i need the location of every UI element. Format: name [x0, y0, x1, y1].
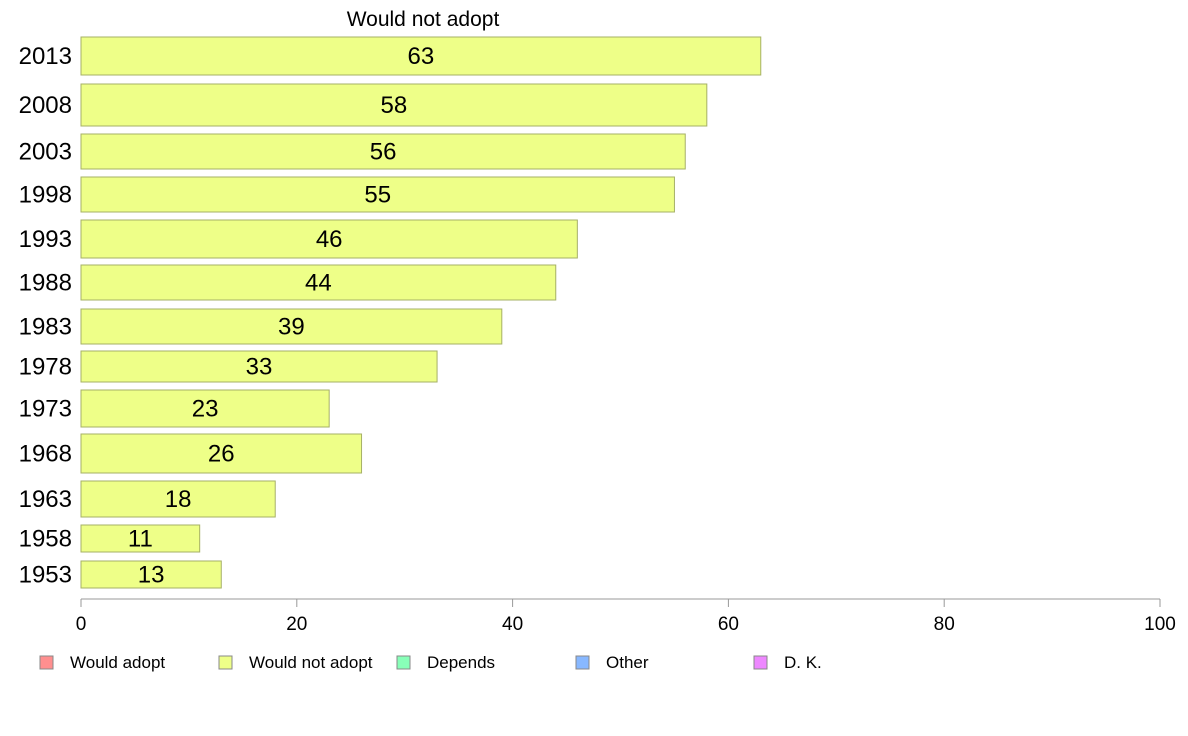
x-tick-label-40: 40 [502, 614, 523, 635]
category-label-1968: 1968 [19, 441, 72, 468]
bar-value-label-1983: 39 [278, 314, 305, 341]
bar-1998 [80, 176, 675, 213]
bar-value-label-2008: 58 [381, 92, 408, 119]
bar-value-label-1998: 55 [364, 182, 391, 209]
category-label-1953: 1953 [19, 562, 72, 589]
x-axis: 0 20 40 60 80 100 [76, 598, 1176, 635]
x-tick-label-100: 100 [1144, 614, 1176, 635]
bar-1953 [80, 560, 222, 589]
category-label-2013: 2013 [19, 43, 72, 70]
legend-swatch-3 [575, 655, 590, 670]
bar-2013 [80, 36, 762, 76]
category-label-1983: 1983 [19, 314, 72, 341]
category-label-2008: 2008 [19, 92, 72, 119]
category-label-1963: 1963 [19, 486, 72, 513]
bar-1988 [80, 264, 557, 301]
bar-value-label-1953: 13 [138, 562, 165, 589]
bar-2003 [80, 133, 686, 170]
bar-value-label-1958: 11 [128, 526, 153, 553]
legend-label-4: D. K. [784, 653, 822, 672]
legend-label-1: Would not adopt [249, 653, 373, 672]
legend-label-3: Other [606, 653, 649, 672]
legend-swatch-0 [39, 655, 54, 670]
x-tick-label-60: 60 [718, 614, 739, 635]
legend-swatch-2 [396, 655, 411, 670]
x-tick-label-80: 80 [934, 614, 955, 635]
legend-label-0: Would adopt [70, 653, 165, 672]
bar-value-label-1993: 46 [316, 226, 343, 253]
x-tick-label-0: 0 [76, 614, 87, 635]
category-label-1958: 1958 [19, 526, 72, 553]
category-label-1973: 1973 [19, 396, 72, 423]
bar-value-label-2003: 56 [370, 139, 397, 166]
legend-swatch-4 [753, 655, 768, 670]
chart-title: Would not adopt [347, 8, 500, 31]
category-label-2003: 2003 [19, 139, 72, 166]
x-tick-label-20: 20 [286, 614, 307, 635]
legend-swatch-1 [218, 655, 233, 670]
bar-value-label-1968: 26 [208, 441, 235, 468]
category-label-1998: 1998 [19, 182, 72, 209]
category-label-1978: 1978 [19, 354, 72, 381]
bar-1968 [80, 433, 363, 474]
legend-label-2: Depends [427, 653, 495, 672]
bar-2008 [80, 83, 708, 127]
legend: Would adopt Would not adopt Depends Other D.… [39, 653, 822, 672]
category-label-1988: 1988 [19, 270, 72, 297]
bar-1978 [80, 350, 438, 383]
bar-value-label-2013: 63 [408, 43, 435, 70]
bar-1983 [80, 308, 503, 345]
bar-1958 [80, 524, 201, 553]
bar-value-label-1963: 18 [165, 486, 192, 513]
bar-1973 [80, 389, 330, 428]
bar-value-label-1988: 44 [305, 270, 332, 297]
bar-1993 [80, 219, 578, 259]
bar-value-label-1973: 23 [192, 396, 219, 423]
category-label-1993: 1993 [19, 226, 72, 253]
bar-1963 [80, 480, 276, 518]
bars-group: 63 2013 58 2008 56 2003 55 1998 46 1993 44 1988 39 19… [19, 36, 762, 589]
bar-value-label-1978: 33 [246, 354, 273, 381]
